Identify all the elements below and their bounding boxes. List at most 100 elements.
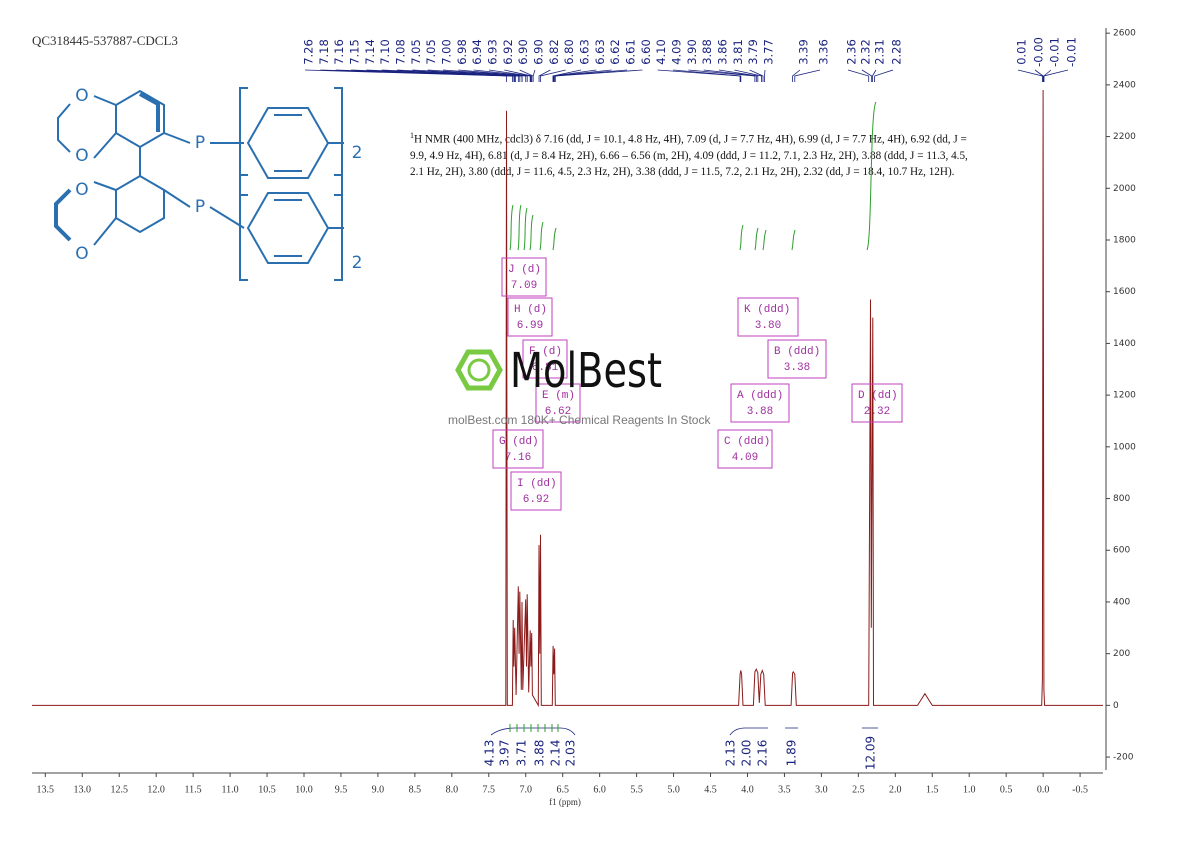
integral-label: 3.88 bbox=[533, 740, 547, 767]
atom-label: O bbox=[75, 180, 88, 200]
multiplet-box bbox=[851, 383, 903, 423]
x-tick-label: 6.0 bbox=[593, 784, 606, 795]
atom-label: O bbox=[75, 86, 88, 106]
y-tick-label: -200 bbox=[1113, 753, 1134, 763]
peak-connector bbox=[538, 69, 551, 82]
peak-connector bbox=[1034, 69, 1044, 82]
logo bbox=[467, 358, 491, 382]
peak-label: -0.01 bbox=[1065, 37, 1079, 67]
peak-label: 2.28 bbox=[890, 39, 904, 65]
x-axis-title: f1 (ppm) bbox=[549, 797, 581, 807]
multiplet-shift: 3.88 bbox=[747, 406, 773, 418]
peak-label: 6.98 bbox=[455, 39, 469, 65]
peak-label: 7.18 bbox=[317, 39, 331, 65]
peak-label: 7.05 bbox=[409, 39, 423, 65]
atom-label: P bbox=[195, 197, 205, 217]
integral-label: 2.16 bbox=[756, 740, 770, 767]
bracket bbox=[239, 174, 343, 281]
multiplet-box bbox=[507, 297, 553, 337]
peak-connector bbox=[554, 69, 628, 82]
x-tick-label: 2.5 bbox=[852, 784, 865, 795]
integral-label: 2.00 bbox=[740, 740, 754, 767]
integral-label: 2.13 bbox=[724, 740, 738, 767]
peak-connector bbox=[749, 69, 764, 82]
x-tick-label: 0.0 bbox=[1037, 784, 1050, 795]
multiplet-shift: 3.80 bbox=[755, 320, 781, 332]
peak-connector bbox=[554, 69, 643, 82]
multiplet-shift: 6.81 bbox=[532, 362, 559, 374]
peak-label: -0.00 bbox=[1032, 37, 1046, 67]
peak-label: 0.01 bbox=[1015, 39, 1029, 65]
peak-label: 6.92 bbox=[501, 39, 515, 65]
peak-label: 2.32 bbox=[859, 39, 873, 65]
y-tick-label: 400 bbox=[1113, 597, 1130, 607]
peak-connector bbox=[792, 69, 801, 82]
peak-connector bbox=[874, 69, 894, 82]
spectrum bbox=[32, 89, 1103, 708]
peak-label: 3.39 bbox=[797, 39, 811, 65]
peak-connector bbox=[540, 69, 566, 82]
logo bbox=[455, 349, 503, 391]
integral-curve bbox=[866, 101, 877, 251]
peak-labels: 7.26 7.18 7.16 7.15 7.14 7.10 7.08 7.05 7.05 7.00… bbox=[302, 37, 1079, 82]
peak-label: 6.90 bbox=[516, 39, 530, 65]
peak-connector bbox=[1017, 69, 1043, 82]
x-tick-label: 4.0 bbox=[741, 784, 754, 795]
multiplet-name: C (ddd) bbox=[724, 436, 770, 448]
multiplet-name: A (ddd) bbox=[737, 390, 783, 402]
multiplet-name: J (d) bbox=[508, 264, 541, 276]
watermark-brand: MolBest bbox=[510, 343, 662, 399]
peak-label: 7.08 bbox=[394, 39, 408, 65]
bond bbox=[163, 189, 245, 229]
x-tick-label: 3.5 bbox=[778, 784, 791, 795]
peak-connector bbox=[1043, 69, 1069, 82]
x-tick-label: -0.5 bbox=[1072, 784, 1088, 795]
bond bbox=[93, 181, 117, 246]
x-tick-label: 12.5 bbox=[110, 784, 128, 795]
peak-label: -0.01 bbox=[1048, 37, 1062, 67]
integral-label: 3.71 bbox=[515, 740, 529, 767]
x-tick-label: 13.0 bbox=[74, 784, 92, 795]
peak-label: 7.16 bbox=[332, 39, 346, 65]
multiplet-box bbox=[730, 383, 790, 423]
peak-connector bbox=[847, 69, 870, 82]
peak-label: 6.63 bbox=[593, 39, 607, 65]
integral-label: 3.97 bbox=[498, 740, 512, 767]
integral-curve bbox=[739, 224, 744, 251]
peak-label: 7.26 bbox=[302, 39, 316, 65]
integral-curve bbox=[762, 229, 767, 251]
peak-label: 3.86 bbox=[716, 39, 730, 65]
y-tick-label: 1600 bbox=[1113, 287, 1136, 297]
integral-curve bbox=[523, 207, 528, 251]
x-tick-label: 9.0 bbox=[372, 784, 385, 795]
multiplet-name: F (d) bbox=[529, 346, 562, 358]
y-tick-label: 2200 bbox=[1113, 132, 1136, 142]
integral-label: 2.14 bbox=[549, 740, 563, 767]
peak-label: 6.80 bbox=[562, 39, 576, 65]
x-tick-label: 12.0 bbox=[147, 784, 165, 795]
peak-label: 7.15 bbox=[348, 39, 362, 65]
x-tick-label: 1.0 bbox=[963, 784, 976, 795]
multiplet-box bbox=[510, 471, 562, 511]
bond bbox=[139, 92, 160, 132]
count-label: 2 bbox=[352, 143, 363, 163]
peak-connector bbox=[871, 69, 877, 82]
peak-label: 7.14 bbox=[363, 39, 377, 65]
y-tick-label: 1000 bbox=[1113, 442, 1136, 452]
peak-label: 6.93 bbox=[486, 39, 500, 65]
x-tick-label: 10.0 bbox=[295, 784, 313, 795]
peak-label: 7.10 bbox=[378, 39, 392, 65]
count-label: 2 bbox=[352, 253, 363, 273]
y-tick-label: 2600 bbox=[1113, 29, 1136, 39]
multiplet-shift: 6.99 bbox=[517, 320, 543, 332]
integral-curve bbox=[539, 221, 544, 251]
x-tick-label: 11.5 bbox=[185, 784, 202, 795]
multiplet-name: B (ddd) bbox=[774, 346, 820, 358]
peak-label: 2.31 bbox=[873, 39, 887, 65]
sample-id: QC318445-537887-CDCL3 bbox=[32, 33, 178, 48]
y-tick-label: 2000 bbox=[1113, 184, 1136, 194]
peak-label: 6.94 bbox=[470, 39, 484, 65]
structure bbox=[54, 87, 344, 281]
